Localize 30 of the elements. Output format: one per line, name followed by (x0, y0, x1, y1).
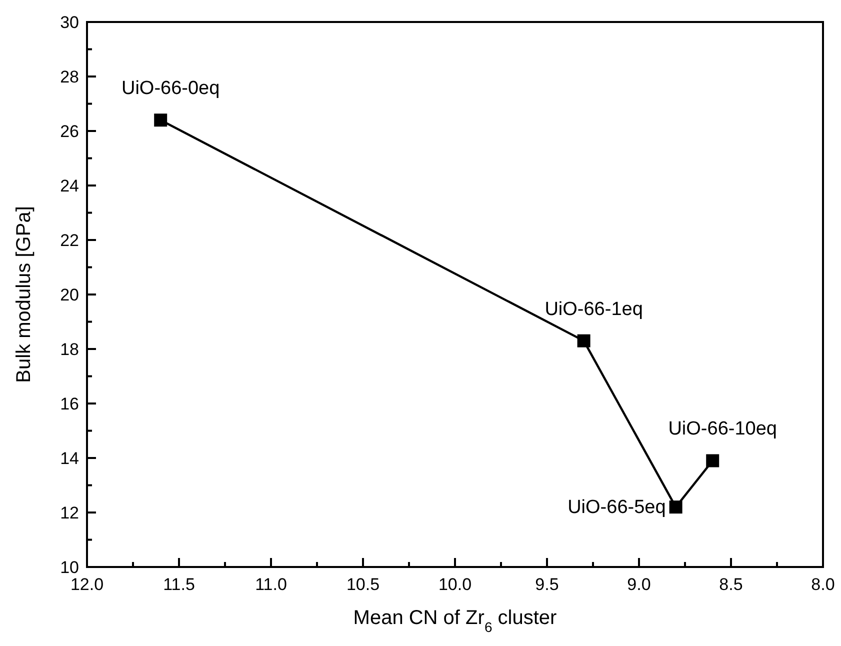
y-tick-label: 30 (60, 13, 79, 32)
point (154, 114, 168, 127)
y-tick-label: 22 (60, 231, 79, 250)
x-tick-label: 8.0 (811, 575, 835, 594)
x-tick-label: 11.5 (163, 575, 195, 594)
y-axis-title: Bulk modulus [GPa] (13, 206, 35, 383)
x-tick-label: 11.0 (255, 575, 287, 594)
y-tick-label: 26 (60, 122, 79, 141)
y-tick-label: 14 (60, 449, 79, 468)
x-axis-title: Mean CN of Zr$_{6}$ cluster (353, 607, 558, 635)
point (706, 454, 720, 468)
y-tick-label: 24 (60, 176, 79, 196)
y-tick-label: 10 (60, 558, 79, 577)
annotation: UiO-66-10eq (668, 418, 777, 440)
x-tick-label: 9.5 (535, 575, 559, 594)
point (577, 334, 590, 348)
annotation: UiO-66-1eq (544, 298, 643, 320)
annotation: UiO-66-5eq (568, 497, 666, 518)
point (669, 500, 682, 514)
y-tick-label: 20 (60, 286, 79, 304)
y-tick-label: 16 (60, 394, 79, 414)
y-tick-label: 18 (60, 340, 79, 359)
y-tick-label: 12 (60, 504, 79, 522)
x-tick-label: 10.0 (438, 575, 472, 594)
y-tick-label: 28 (60, 68, 79, 86)
x-tick-label: 10.5 (346, 575, 380, 594)
annotation: UiO-66-0eq (121, 78, 220, 100)
x-tick-label: 8.5 (719, 575, 743, 594)
x-tick-label: 9.0 (627, 575, 651, 594)
x-tick-label: 12.0 (70, 575, 104, 594)
